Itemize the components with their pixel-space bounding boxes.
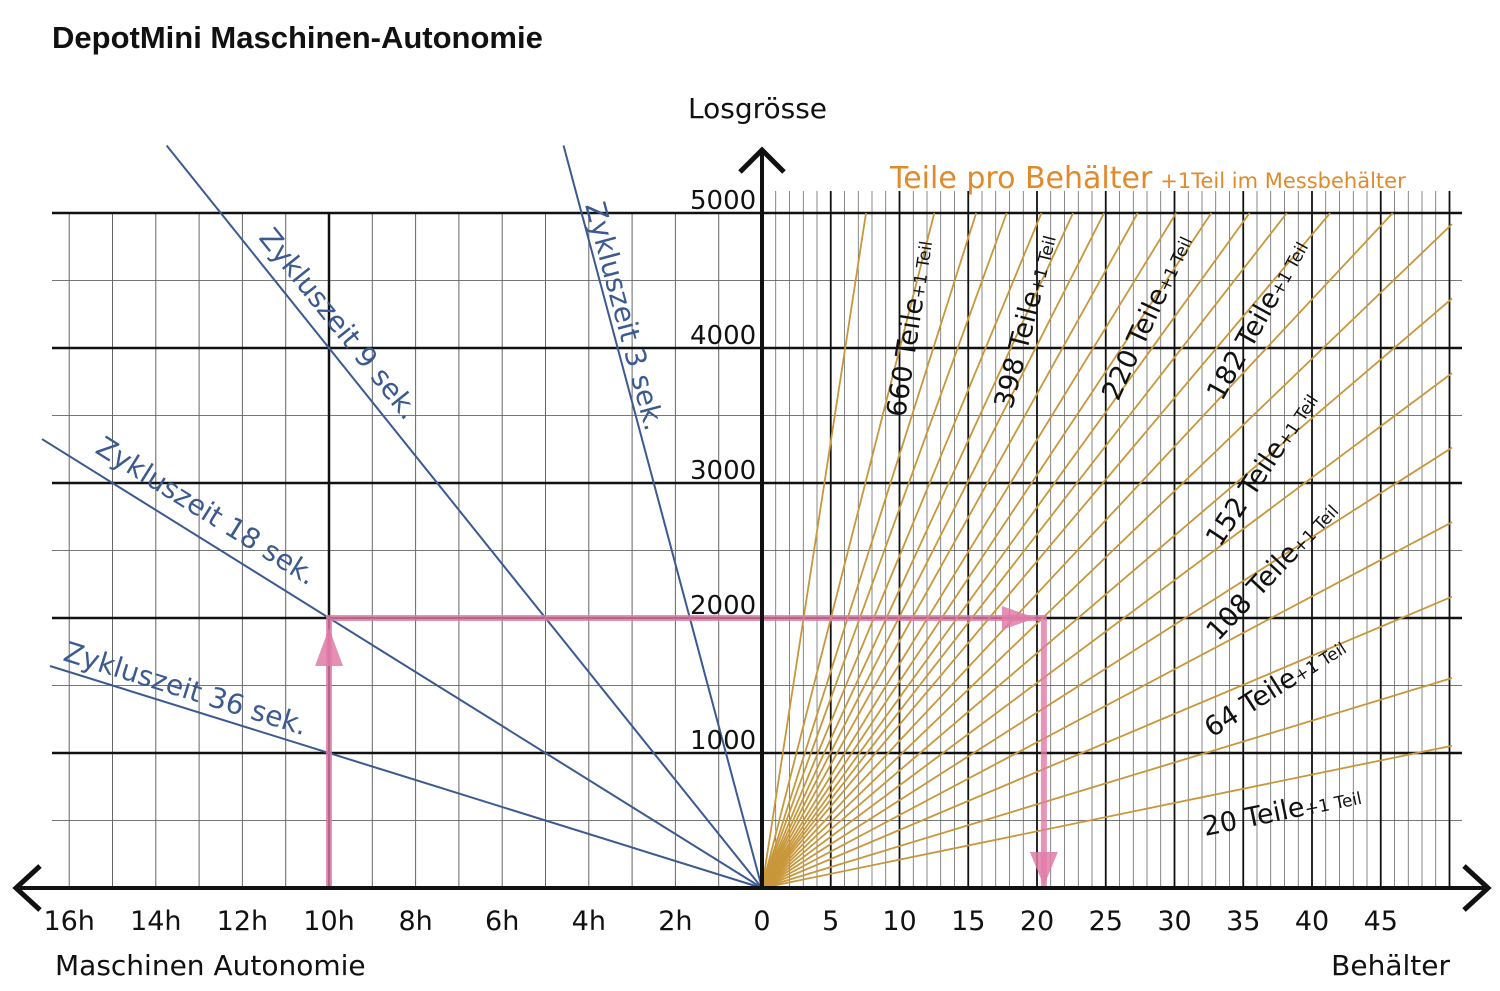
container-label-suffix: +1 Teil <box>1291 639 1351 687</box>
container-header-suffix: +1Teil im Messbehälter <box>1160 169 1406 193</box>
container-line-108 <box>761 212 1394 889</box>
container-label-660: 660 Teile+1 Teil <box>881 238 939 419</box>
container-label-main: 108 Teile <box>1200 538 1305 647</box>
container-line-200 <box>761 212 1105 889</box>
left-tick-label: 4h <box>572 906 606 937</box>
container-label-main: 20 Teile <box>1200 792 1307 843</box>
arrowhead-right <box>1001 606 1036 630</box>
right-tick-label: 30 <box>1157 906 1191 937</box>
left-tick-label: 14h <box>130 906 181 937</box>
container-line-660 <box>761 212 867 889</box>
cycle-lines <box>41 144 763 889</box>
container-line-20 <box>761 744 1453 889</box>
cycle-line-36 <box>49 665 763 889</box>
cycle-label-18: Zykluszeit 18 sek. <box>90 430 322 592</box>
chart-title: DepotMini Maschinen-Autonomie <box>52 20 543 55</box>
right-tick-label: 40 <box>1295 906 1329 937</box>
y-tick-label: 1000 <box>690 726 756 756</box>
example-path <box>315 606 1058 888</box>
cycle-line-9 <box>165 144 763 889</box>
axes <box>12 146 1492 912</box>
container-line-320 <box>761 212 978 889</box>
container-label-main: 64 Teile <box>1199 662 1303 744</box>
left-tick-label: 12h <box>217 906 268 937</box>
container-line-120 <box>761 212 1331 889</box>
container-line-53 <box>761 521 1453 889</box>
container-line-245 <box>761 212 1043 889</box>
cycle-label-36: Zykluszeit 36 sek. <box>60 635 311 742</box>
minor-grid <box>52 191 1462 888</box>
cycle-label-3: Zykluszeit 3 sek. <box>578 198 671 434</box>
major-grid <box>52 191 1462 888</box>
right-tick-label: 15 <box>951 906 985 937</box>
right-tick-label: 0 <box>753 906 770 937</box>
y-axis-label: Losgrösse <box>688 92 827 125</box>
arrow-left-icon <box>12 864 42 912</box>
right-tick-label: 10 <box>882 906 916 937</box>
right-tick-label: 25 <box>1089 906 1123 937</box>
container-line-398 <box>761 212 936 889</box>
arrow-right-icon <box>1462 864 1492 912</box>
arrow-up-icon <box>738 146 786 174</box>
container-label-suffix: +1 Teil <box>1267 239 1313 299</box>
cycle-line-3 <box>562 145 763 889</box>
container-label-182: 182 Teile+1 Teil <box>1201 235 1315 406</box>
left-tick-label: 10h <box>303 906 354 937</box>
container-line-97 <box>761 223 1453 889</box>
container-label-main: 398 Teile <box>989 288 1049 412</box>
container-line-152 <box>761 212 1213 889</box>
y-tick-label: 3000 <box>690 456 756 486</box>
container-line-182 <box>761 212 1139 889</box>
left-tick-label: 6h <box>485 906 519 937</box>
example-path-line <box>326 615 1047 888</box>
left-tick-label: 16h <box>43 906 94 937</box>
container-lines <box>761 212 1453 889</box>
cycle-line-18 <box>41 438 763 889</box>
right-tick-label: 35 <box>1226 906 1260 937</box>
labels: Losgrösse 1000 2000 3000 4000 5000 16h 14h 12h 10… <box>43 92 1450 982</box>
container-header-main: Teile pro Behälter <box>889 161 1153 196</box>
right-tick-label: 5 <box>822 906 839 937</box>
container-label-398: 398 Teile+1 Teil <box>989 231 1063 411</box>
container-line-42 <box>761 595 1453 889</box>
container-label-suffix: +1 Teil <box>1027 234 1061 295</box>
container-label-64: 64 Teile+1 Teil <box>1199 631 1351 744</box>
left-tick-label: 2h <box>658 906 692 937</box>
left-axis-label: Maschinen Autonomie <box>55 949 366 982</box>
container-line-64 <box>761 446 1453 889</box>
right-tick-label: 45 <box>1364 906 1398 937</box>
arrowhead-up <box>315 628 343 666</box>
y-tick-label: 2000 <box>690 591 756 621</box>
cycle-label-9: Zykluszeit 9 sek. <box>253 222 426 426</box>
y-tick-label: 5000 <box>690 186 756 216</box>
container-line-140 <box>761 212 1251 889</box>
container-label-suffix: +1 Teil <box>1289 502 1343 558</box>
container-label-suffix: +1 Teil <box>908 240 937 300</box>
container-line-30 <box>761 677 1453 889</box>
container-line-220 <box>761 212 1074 889</box>
container-line-75 <box>761 372 1453 889</box>
container-header-label: Teile pro Behälter +1Teil im Messbehälter <box>889 161 1406 196</box>
left-tick-label: 8h <box>398 906 432 937</box>
arrowhead-down <box>1029 852 1058 886</box>
right-tick-label: 20 <box>1020 906 1054 937</box>
container-line-165 <box>761 212 1177 889</box>
container-line-130 <box>761 212 1288 889</box>
y-tick-label: 4000 <box>690 321 756 351</box>
container-label-main: 220 Teile <box>1096 283 1174 405</box>
right-axis-label: Behälter <box>1331 949 1450 982</box>
container-label-main: 660 Teile <box>881 295 930 419</box>
container-line-280 <box>761 212 1008 889</box>
container-line-86 <box>761 297 1453 889</box>
